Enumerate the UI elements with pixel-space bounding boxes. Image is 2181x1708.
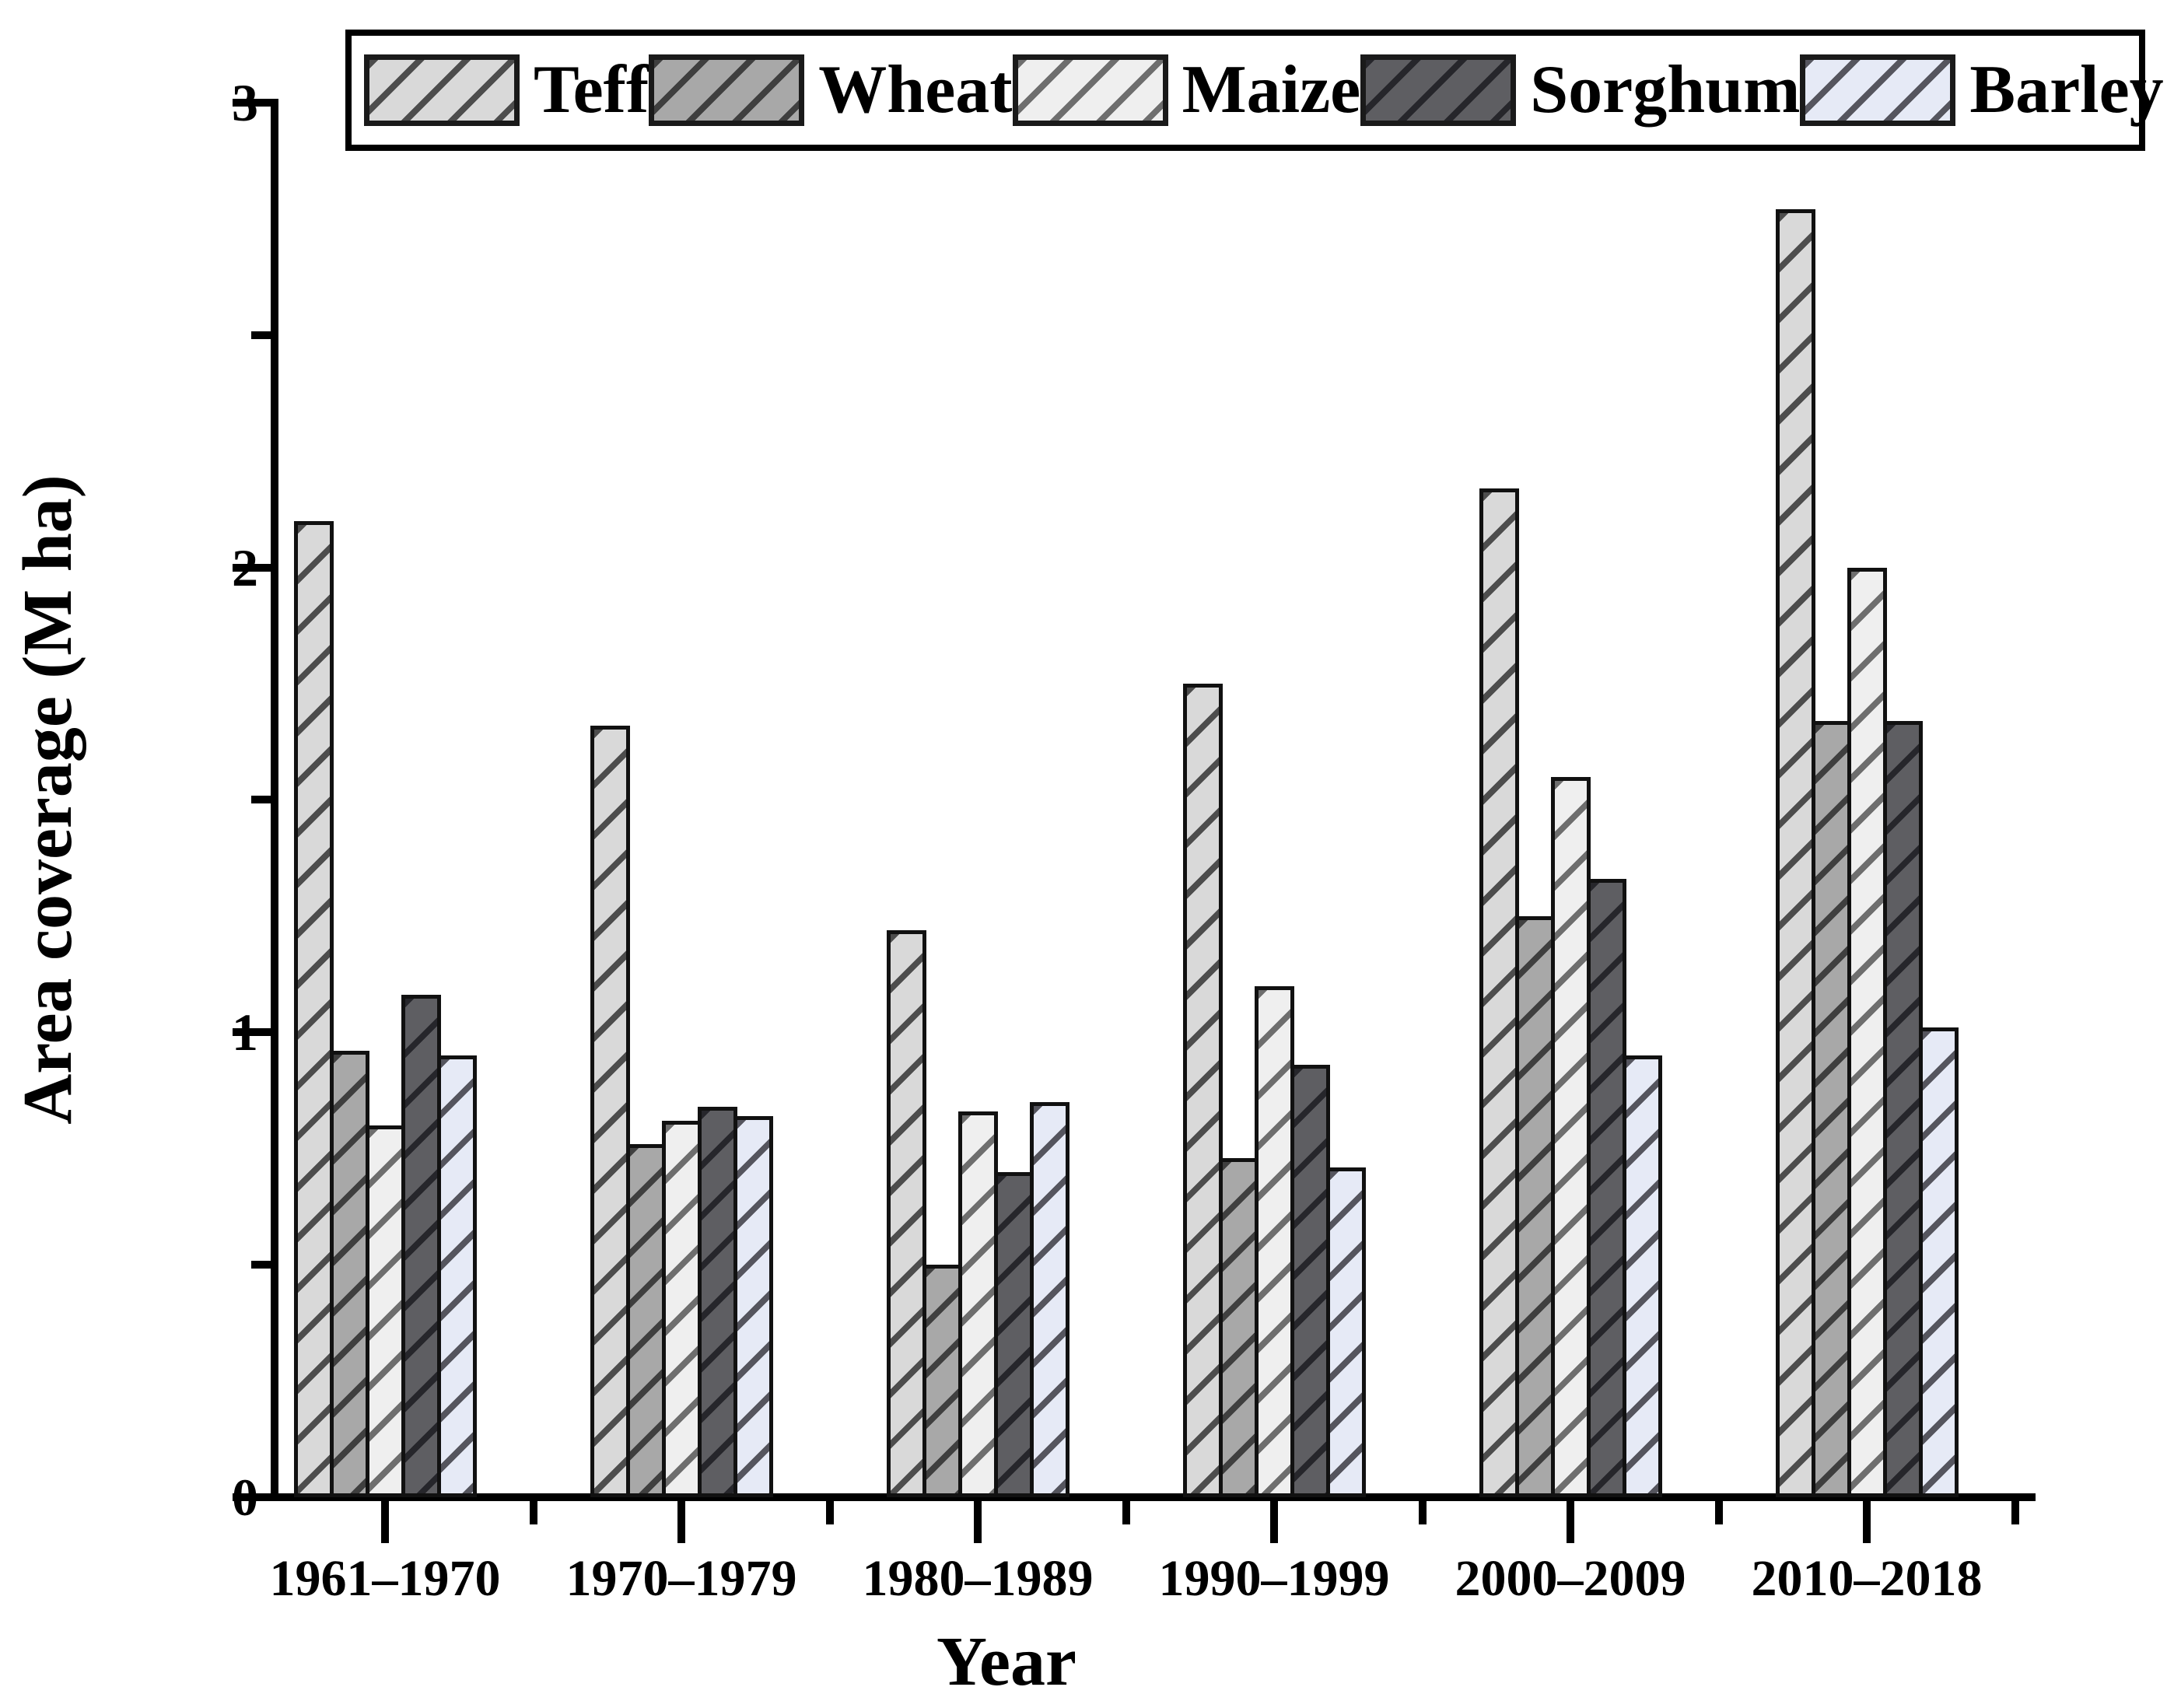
bar-sorghum-2010-2018 <box>1883 721 1923 1497</box>
y-minor-tick <box>251 796 275 804</box>
x-axis-line <box>271 1493 2036 1501</box>
legend-label-sorghum: Sorghum <box>1530 52 1801 128</box>
legend-label-maize: Maize <box>1182 52 1361 128</box>
bar-sorghum-1970-1979 <box>698 1107 737 1497</box>
legend-swatch-wheat <box>649 54 805 126</box>
y-minor-tick <box>251 331 275 339</box>
bar-teff-1980-1989 <box>887 930 926 1497</box>
y-major-tick <box>233 1028 275 1037</box>
legend-entry-wheat: Wheat <box>649 52 1013 128</box>
y-major-tick <box>233 98 275 107</box>
legend-entry-teff: Teff <box>364 54 649 126</box>
x-major-tick <box>677 1501 685 1543</box>
bar-sorghum-1990-1999 <box>1290 1065 1330 1497</box>
bar-barley-2000-2009 <box>1623 1055 1662 1497</box>
bar-barley-1961-1970 <box>437 1055 477 1497</box>
bar-teff-2000-2009 <box>1479 488 1519 1497</box>
bar-maize-1980-1989 <box>958 1111 998 1497</box>
x-axis-title: Year <box>936 1623 1076 1700</box>
bar-wheat-1980-1989 <box>922 1265 962 1497</box>
bar-teff-1990-1999 <box>1183 684 1223 1497</box>
x-major-tick <box>1270 1501 1278 1543</box>
legend-label-barley: Barley <box>1969 52 2164 128</box>
legend-swatch-teff <box>364 54 520 126</box>
y-tick-label-1: 1 <box>232 1003 258 1062</box>
bar-teff-2010-2018 <box>1776 209 1815 1497</box>
x-tick-label-2: 1970–1979 <box>565 1550 797 1607</box>
bar-wheat-2000-2009 <box>1515 916 1555 1497</box>
y-axis-title: Area coverage (M ha) <box>9 474 86 1125</box>
y-major-tick <box>233 1493 275 1501</box>
y-tick-label-2: 2 <box>232 537 258 597</box>
x-minor-tick <box>1122 1501 1130 1524</box>
x-minor-tick <box>1419 1501 1427 1524</box>
bar-maize-2010-2018 <box>1847 568 1887 1497</box>
bar-barley-1980-1989 <box>1030 1102 1069 1497</box>
bar-teff-1961-1970 <box>294 521 334 1497</box>
legend-entry-barley: Barley <box>1800 52 2164 128</box>
x-major-tick <box>381 1501 389 1543</box>
bar-maize-1970-1979 <box>662 1121 702 1497</box>
bar-maize-1990-1999 <box>1255 986 1294 1497</box>
y-axis-line <box>271 99 278 1501</box>
bar-wheat-2010-2018 <box>1812 721 1851 1497</box>
bar-sorghum-2000-2009 <box>1587 879 1626 1497</box>
x-tick-label-1: 1961–1970 <box>269 1550 501 1607</box>
legend-swatch-barley <box>1800 54 1956 126</box>
bar-barley-2010-2018 <box>1919 1027 1959 1497</box>
bar-sorghum-1961-1970 <box>401 995 441 1497</box>
y-major-tick <box>233 563 275 572</box>
bar-barley-1990-1999 <box>1326 1167 1366 1497</box>
x-tick-label-4: 1990–1999 <box>1158 1550 1390 1607</box>
x-major-tick <box>974 1501 982 1543</box>
legend-label-teff: Teff <box>534 52 649 128</box>
x-tick-label-3: 1980–1989 <box>862 1550 1094 1607</box>
bar-wheat-1961-1970 <box>330 1051 369 1497</box>
bar-maize-2000-2009 <box>1551 777 1591 1497</box>
x-tick-label-5: 2000–2009 <box>1455 1550 1686 1607</box>
bar-teff-1970-1979 <box>590 726 630 1497</box>
bar-wheat-1970-1979 <box>626 1144 666 1497</box>
y-tick-label-3: 3 <box>232 72 258 132</box>
chart-legend: Teff Wheat Maize Sorghum Barley <box>345 30 2164 151</box>
legend-label-wheat: Wheat <box>818 52 1013 128</box>
x-minor-tick <box>530 1501 537 1524</box>
x-minor-tick <box>1715 1501 1723 1524</box>
x-minor-tick <box>826 1501 834 1524</box>
x-minor-tick <box>2011 1501 2019 1524</box>
legend-swatch-maize <box>1012 54 1168 126</box>
x-tick-label-6: 2010–2018 <box>1751 1550 1983 1607</box>
bar-maize-1961-1970 <box>366 1125 405 1497</box>
legend-entry-maize: Maize <box>1012 52 1361 128</box>
y-minor-tick <box>251 1261 275 1269</box>
x-major-tick <box>1567 1501 1574 1543</box>
legend-swatch-sorghum <box>1360 54 1517 126</box>
legend-entry-sorghum: Sorghum <box>1360 54 1800 126</box>
x-major-tick <box>1863 1501 1871 1543</box>
y-tick-label-0: 0 <box>232 1468 258 1527</box>
bar-barley-1970-1979 <box>733 1116 773 1497</box>
bar-wheat-1990-1999 <box>1219 1158 1259 1497</box>
bar-sorghum-1980-1989 <box>994 1172 1034 1497</box>
